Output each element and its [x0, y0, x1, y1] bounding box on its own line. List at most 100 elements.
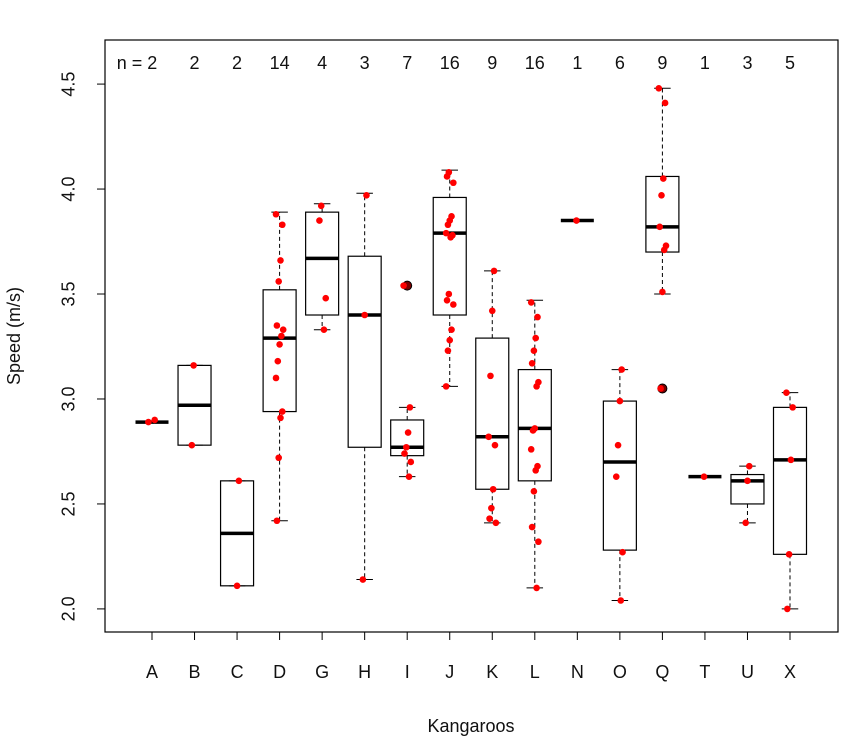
data-point	[277, 414, 284, 422]
x-tick-label: D	[273, 662, 286, 682]
data-point	[443, 173, 451, 180]
box	[347, 255, 382, 448]
n-label: 4	[317, 53, 327, 73]
x-tick-label: I	[405, 662, 410, 682]
y-tick-label: 2.5	[59, 491, 79, 516]
data-point	[700, 473, 708, 480]
data-point	[742, 519, 749, 527]
box	[730, 473, 765, 505]
data-point	[405, 473, 413, 480]
box	[772, 406, 808, 555]
data-point	[277, 257, 284, 264]
data-point	[316, 217, 323, 224]
y-tick-label: 3.5	[59, 281, 79, 306]
data-point	[527, 299, 535, 306]
data-point	[745, 462, 753, 470]
n-label: 9	[487, 53, 497, 73]
data-point	[787, 456, 795, 464]
y-tick-label: 3.0	[59, 386, 79, 411]
y-tick-label: 4.5	[59, 72, 79, 97]
data-point	[660, 175, 667, 182]
data-point	[573, 217, 580, 224]
n-label: 3	[742, 53, 752, 73]
data-point	[487, 372, 494, 380]
data-point	[535, 538, 542, 546]
n-label: 16	[440, 53, 460, 73]
data-point	[491, 441, 499, 449]
x-tick-label: T	[699, 662, 710, 682]
data-point	[406, 404, 414, 411]
data-point	[443, 297, 451, 304]
data-point	[320, 326, 328, 334]
data-point	[490, 267, 498, 275]
data-point	[322, 294, 330, 302]
data-point	[528, 523, 536, 531]
data-point	[279, 221, 286, 229]
x-tick-label: U	[741, 662, 754, 682]
n-label: 7	[402, 53, 412, 73]
box	[645, 175, 680, 253]
data-point	[530, 488, 538, 495]
n-label: 9	[657, 53, 667, 73]
y-tick-label: 2.0	[59, 596, 79, 621]
y-tick-label: 4.0	[59, 177, 79, 202]
data-point	[660, 246, 668, 254]
box	[262, 289, 297, 413]
data-point	[276, 341, 283, 348]
data-point	[657, 385, 664, 392]
n-label: 3	[360, 53, 370, 73]
box	[602, 400, 637, 551]
data-point	[444, 221, 452, 229]
data-point	[272, 374, 280, 382]
data-point	[403, 443, 410, 451]
data-point	[661, 99, 669, 107]
data-point	[450, 179, 457, 187]
data-point	[401, 450, 408, 457]
data-point	[486, 515, 493, 522]
data-point	[275, 454, 283, 462]
n-label: 1	[700, 53, 710, 73]
data-point	[488, 307, 496, 315]
plot-frame	[104, 39, 839, 633]
data-point	[272, 210, 280, 218]
box	[390, 419, 425, 457]
data-point	[235, 477, 243, 485]
data-point	[488, 504, 495, 512]
data-point	[532, 334, 539, 342]
data-point	[407, 458, 415, 466]
box	[432, 196, 467, 316]
data-point	[190, 362, 197, 369]
data-point	[278, 332, 285, 340]
data-point	[744, 477, 751, 485]
x-tick-label: Q	[655, 662, 669, 682]
data-point	[617, 597, 625, 604]
data-point	[783, 389, 790, 396]
data-point	[445, 290, 453, 298]
data-point	[655, 84, 663, 92]
n-label: 5	[785, 53, 795, 73]
data-point	[233, 582, 241, 590]
data-point	[446, 336, 454, 344]
data-point	[533, 383, 540, 390]
data-point	[528, 359, 536, 367]
x-tick-label: N	[571, 662, 584, 682]
x-tick-label: J	[445, 662, 454, 682]
data-point	[532, 467, 539, 474]
data-point	[450, 301, 457, 308]
n-label: 1	[572, 53, 582, 73]
data-point	[273, 322, 281, 329]
data-point	[317, 202, 325, 210]
data-point	[656, 223, 663, 231]
data-point	[614, 441, 622, 449]
data-point	[534, 313, 541, 321]
data-point	[784, 605, 791, 613]
x-axis-title: Kangaroos	[427, 716, 514, 736]
data-point	[447, 234, 454, 241]
box	[305, 211, 340, 316]
y-axis-title: Speed (m/s)	[4, 287, 24, 385]
data-point	[145, 418, 152, 426]
data-point	[442, 383, 450, 390]
x-tick-label: K	[486, 662, 498, 682]
data-point	[448, 326, 455, 334]
